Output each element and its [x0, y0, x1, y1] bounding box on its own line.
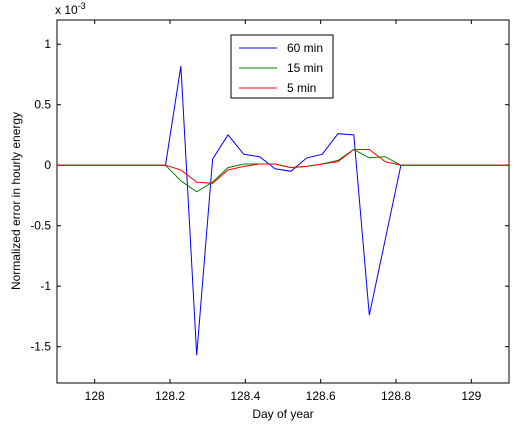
x-tick-label: 128: [85, 389, 105, 403]
y-tick-label: 1: [44, 37, 51, 51]
y-axis-label: Normalized error in hourly energy: [9, 112, 23, 290]
x-tick-labels: 128 128.2 128.4 128.6 128.8 129: [85, 389, 482, 403]
series-line-60min: [57, 65, 509, 356]
legend-label-5min: 5 min: [287, 81, 316, 95]
x-tick-label: 128.6: [306, 389, 336, 403]
legend-label-15min: 15 min: [287, 61, 323, 75]
scale-label-exponent: -3: [78, 1, 86, 11]
x-tick-label: 128.8: [381, 389, 411, 403]
x-tick-label: 129: [461, 389, 481, 403]
legend: 60 min 15 min 5 min: [230, 34, 334, 99]
scale-label-base: x 10: [55, 3, 78, 17]
x-axis-label: Day of year: [252, 407, 313, 421]
y-tick-label: 0.5: [34, 98, 51, 112]
scale-label: x 10-3: [55, 1, 86, 17]
series-line-5min: [57, 149, 509, 184]
y-tick-label: -1.5: [30, 340, 51, 354]
y-tick-label: 0: [44, 158, 51, 172]
x-tick-label: 128.2: [155, 389, 185, 403]
series-layer: [57, 65, 509, 356]
y-tick-label: -0.5: [30, 219, 51, 233]
x-tick-label: 128.4: [230, 389, 260, 403]
legend-label-60min: 60 min: [287, 41, 323, 55]
y-tick-labels: 1 0.5 0 -0.5 -1 -1.5: [30, 37, 51, 354]
y-tick-label: -1: [40, 279, 51, 293]
